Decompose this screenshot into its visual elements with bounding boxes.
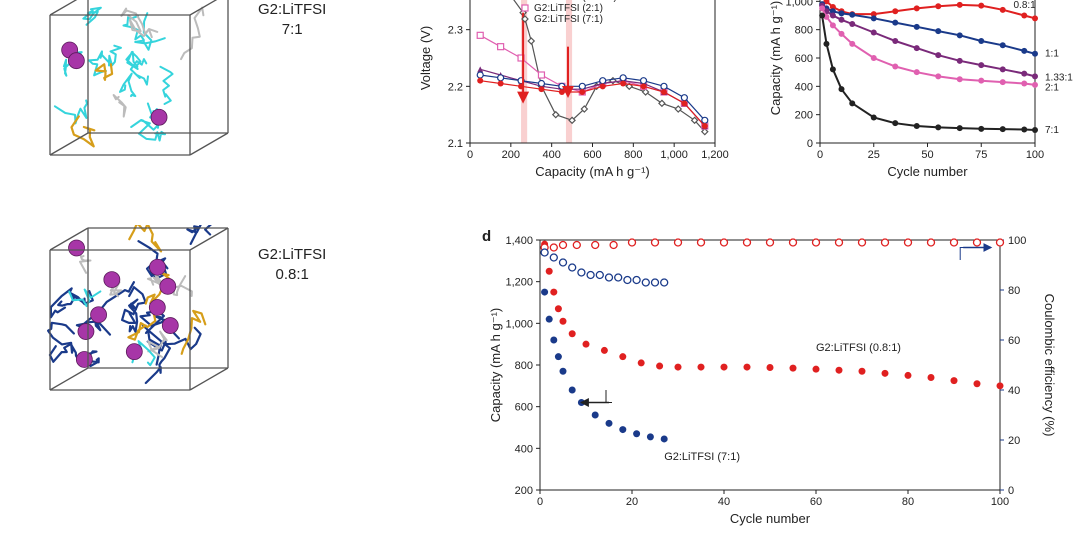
svg-text:2.3: 2.3 xyxy=(448,25,463,37)
svg-text:800: 800 xyxy=(795,25,813,37)
chart-d-svg: d0204060801002004006008001,0001,2001,400… xyxy=(470,225,1070,545)
svg-text:60: 60 xyxy=(810,496,822,508)
svg-text:Cycle number: Cycle number xyxy=(730,511,811,526)
svg-text:60: 60 xyxy=(1008,335,1020,347)
svg-text:1,000: 1,000 xyxy=(785,0,813,8)
chart-c: 025507510002004006008001,0001,200Cycle n… xyxy=(760,0,1080,205)
svg-text:7:1: 7:1 xyxy=(1045,125,1059,136)
svg-text:800: 800 xyxy=(624,149,642,161)
svg-text:Capacity (mA h g⁻¹): Capacity (mA h g⁻¹) xyxy=(488,308,503,423)
svg-text:Capacity (mA h g⁻¹): Capacity (mA h g⁻¹) xyxy=(768,1,783,116)
svg-text:100: 100 xyxy=(1026,149,1044,161)
sim-bottom-label-2: 0.8:1 xyxy=(275,266,308,283)
svg-text:20: 20 xyxy=(626,496,638,508)
svg-text:Voltage (V): Voltage (V) xyxy=(418,26,433,90)
svg-text:Coulombic efficiency (%): Coulombic efficiency (%) xyxy=(1042,294,1057,437)
svg-text:2:1: 2:1 xyxy=(1045,82,1059,93)
svg-text:0: 0 xyxy=(807,138,813,150)
svg-text:1,200: 1,200 xyxy=(505,277,533,289)
sim-top-svg xyxy=(10,0,260,190)
svg-text:400: 400 xyxy=(542,149,560,161)
chart-c-svg: 025507510002004006008001,0001,200Cycle n… xyxy=(760,0,1080,200)
svg-text:20: 20 xyxy=(1008,435,1020,447)
sim-top xyxy=(10,0,260,195)
svg-text:Cycle number: Cycle number xyxy=(887,164,968,179)
sim-bottom-label-1: G2:LiTFSI xyxy=(258,246,326,263)
sim-bottom-svg xyxy=(10,225,260,445)
svg-text:0: 0 xyxy=(817,149,823,161)
svg-text:0.8:1: 0.8:1 xyxy=(1014,0,1037,11)
svg-text:1,000: 1,000 xyxy=(505,318,533,330)
sim-top-label-2: 7:1 xyxy=(282,21,303,38)
svg-text:800: 800 xyxy=(515,360,533,372)
svg-text:50: 50 xyxy=(921,149,933,161)
chart-b: 02004006008001,0001,2002.12.22.32.4Capac… xyxy=(415,0,735,205)
svg-text:600: 600 xyxy=(583,149,601,161)
svg-text:600: 600 xyxy=(795,53,813,65)
sim-bottom-label: G2:LiTFSI 0.8:1 xyxy=(258,245,326,284)
svg-text:G2:LiTFSI (2:1): G2:LiTFSI (2:1) xyxy=(534,3,603,14)
sim-top-label: G2:LiTFSI 7:1 xyxy=(258,0,326,39)
svg-text:600: 600 xyxy=(515,402,533,414)
svg-text:80: 80 xyxy=(902,496,914,508)
svg-text:2.1: 2.1 xyxy=(448,138,463,150)
chart-b-svg: 02004006008001,0001,2002.12.22.32.4Capac… xyxy=(415,0,735,200)
svg-text:100: 100 xyxy=(991,496,1009,508)
svg-text:40: 40 xyxy=(1008,385,1020,397)
chart-d: d0204060801002004006008001,0001,2001,400… xyxy=(470,225,1070,550)
svg-text:G2:LiTFSI (7:1): G2:LiTFSI (7:1) xyxy=(664,451,740,463)
sim-bottom xyxy=(10,225,260,450)
svg-text:1:1: 1:1 xyxy=(1045,48,1059,59)
svg-text:G2:LiTFSI (0.8:1): G2:LiTFSI (0.8:1) xyxy=(816,342,901,354)
svg-text:2.2: 2.2 xyxy=(448,81,463,93)
svg-text:400: 400 xyxy=(795,81,813,93)
svg-text:G2:LiTFSI (7:1): G2:LiTFSI (7:1) xyxy=(534,14,603,25)
svg-text:0: 0 xyxy=(537,496,543,508)
svg-text:200: 200 xyxy=(515,485,533,497)
svg-text:80: 80 xyxy=(1008,285,1020,297)
svg-text:200: 200 xyxy=(795,110,813,122)
svg-text:25: 25 xyxy=(868,149,880,161)
svg-text:1,000: 1,000 xyxy=(660,149,688,161)
svg-text:40: 40 xyxy=(718,496,730,508)
svg-text:Capacity (mA h g⁻¹): Capacity (mA h g⁻¹) xyxy=(535,164,650,179)
svg-text:1,200: 1,200 xyxy=(701,149,729,161)
svg-text:1,400: 1,400 xyxy=(505,235,533,247)
svg-text:0: 0 xyxy=(1008,485,1014,497)
svg-text:d: d xyxy=(482,228,491,245)
svg-text:75: 75 xyxy=(975,149,987,161)
svg-text:200: 200 xyxy=(502,149,520,161)
sim-top-label-1: G2:LiTFSI xyxy=(258,1,326,18)
svg-text:100: 100 xyxy=(1008,235,1026,247)
svg-text:400: 400 xyxy=(515,443,533,455)
svg-text:0: 0 xyxy=(467,149,473,161)
